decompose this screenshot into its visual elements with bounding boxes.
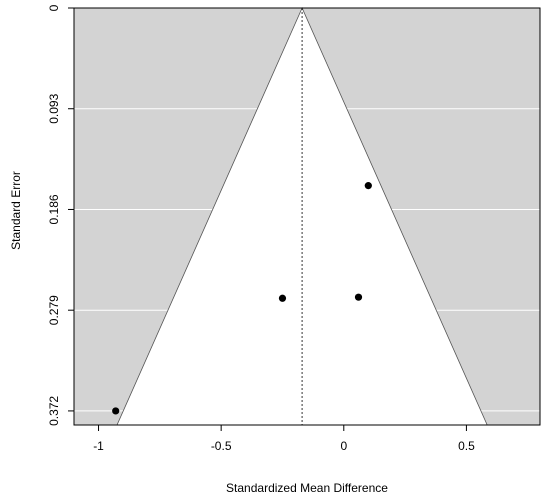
y-tick-label-3: 0.279 (47, 295, 61, 325)
x-tick-label-3: 0.5 (458, 439, 475, 453)
y-tick-label-1: 0.093 (47, 93, 61, 123)
x-axis-title: Standardized Mean Difference (226, 481, 388, 495)
y-axis: 0 0.093 0.186 0.279 0.372 (47, 4, 74, 426)
y-tick-label-2: 0.186 (47, 194, 61, 224)
x-tick-label-1: -0.5 (211, 439, 232, 453)
data-point-0 (364, 182, 372, 190)
x-tick-label-0: -1 (93, 439, 104, 453)
data-point-1 (278, 294, 287, 302)
y-axis-title: Standard Error (9, 171, 23, 250)
x-axis: -1 -0.5 0 0.5 (93, 425, 475, 453)
y-tick-label-4: 0.372 (47, 396, 61, 426)
data-point-2 (354, 293, 363, 301)
data-points (112, 182, 372, 415)
plot-frame (73, 7, 541, 426)
data-point-3 (112, 407, 120, 415)
y-tick-label-0: 0 (47, 4, 61, 11)
x-tick-label-2: 0 (340, 439, 347, 453)
